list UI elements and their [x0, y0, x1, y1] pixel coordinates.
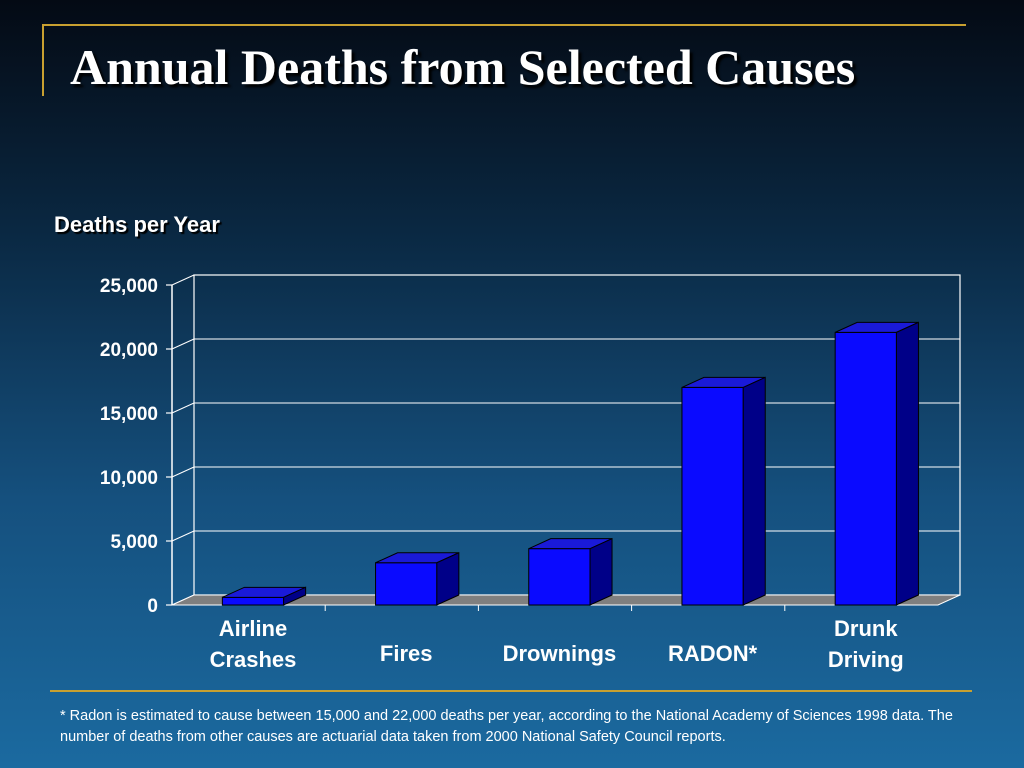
bar-side [742, 376, 766, 606]
bar-side [283, 586, 307, 606]
bar-side [895, 321, 919, 606]
y-tick-label: 10,000 [100, 468, 158, 489]
bar-front [375, 562, 438, 606]
gridline-depth [171, 274, 195, 286]
bar [221, 586, 307, 606]
bar-front [681, 386, 744, 606]
bar-side [589, 537, 613, 606]
gridline-depth [171, 466, 195, 478]
page-title: Annual Deaths from Selected Causes [70, 39, 856, 95]
y-tick-label: 25,000 [100, 276, 158, 297]
bar-front [834, 331, 897, 606]
bar [681, 376, 766, 606]
y-tick-label: 5,000 [110, 532, 158, 553]
gridline-depth [171, 402, 195, 414]
bar [834, 321, 919, 606]
bar-front [221, 596, 285, 606]
x-category-label: Drunk Driving [828, 616, 904, 672]
y-tick-label: 0 [147, 596, 158, 617]
y-axis-label: Deaths per Year [54, 212, 220, 237]
x-category-label: Drownings [503, 641, 617, 666]
footnote-divider [50, 690, 972, 692]
x-category-label: Fires [380, 641, 433, 666]
x-category-label: RADON* [668, 641, 758, 666]
bar-side [436, 551, 460, 606]
y-tick-label: 15,000 [100, 404, 158, 425]
gridline-depth [171, 338, 195, 350]
title-frame [42, 24, 966, 96]
bar-front [528, 548, 591, 606]
footnote: * Radon is estimated to cause between 15… [60, 708, 953, 745]
y-tick-label: 20,000 [100, 340, 158, 361]
x-category-label: Airline Crashes [210, 616, 297, 672]
bar [528, 537, 613, 606]
gridline-depth [171, 530, 195, 542]
bar-chart: 0 5,000 10,000 15,000 20,000 25,000 Airline Cra… [100, 274, 960, 672]
bar [375, 551, 460, 606]
